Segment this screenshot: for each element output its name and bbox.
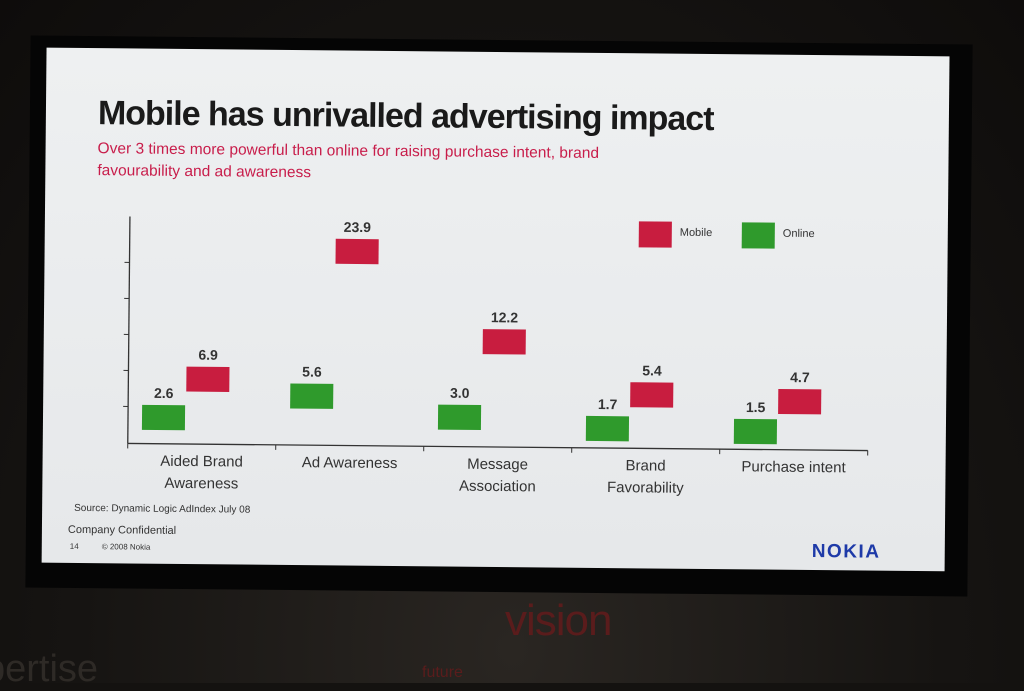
data-label-mobile: 4.7 <box>790 369 810 385</box>
confidential-note: Company Confidential <box>68 524 176 537</box>
bar-mobile <box>778 389 821 414</box>
data-label-online: 2.6 <box>154 385 174 401</box>
bar-mobile <box>186 367 229 392</box>
bar-mobile <box>483 329 526 354</box>
y-axis <box>128 216 130 443</box>
data-label-mobile: 23.9 <box>344 219 372 235</box>
background-word-vision: vision <box>505 596 612 646</box>
bar-chart: 2.6 6.9 Aided Brand Awareness 5.6 23.9 Ad Awar… <box>42 48 950 572</box>
data-label-online: 3.0 <box>450 385 470 401</box>
copyright-note: © 2008 Nokia <box>102 542 151 551</box>
nokia-logo: NOKIA <box>812 541 881 564</box>
category-label: Message <box>467 456 528 474</box>
bar-online <box>734 419 777 444</box>
legend-mobile-swatch <box>639 221 672 247</box>
source-note: Source: Dynamic Logic AdIndex July 08 <box>74 503 250 516</box>
legend-online-swatch <box>742 222 775 248</box>
slide: Mobile has unrivalled advertising impact… <box>42 48 950 572</box>
bar-mobile <box>630 382 673 407</box>
category-label: Aided Brand <box>160 453 243 471</box>
data-label-mobile: 5.4 <box>642 362 662 378</box>
data-label-online: 1.5 <box>746 399 766 415</box>
data-label-online: 1.7 <box>598 396 618 412</box>
category-label: Brand <box>625 457 665 474</box>
legend-mobile-label: Mobile <box>680 227 713 239</box>
category-label: Ad Awareness <box>302 454 398 472</box>
data-label-mobile: 12.2 <box>491 309 519 325</box>
category-label: Favorability <box>607 479 684 497</box>
category-label: Awareness <box>164 475 238 493</box>
bar-online <box>142 405 185 430</box>
bar-mobile <box>335 239 378 264</box>
projection-screen: Mobile has unrivalled advertising impact… <box>25 35 972 596</box>
page-number: 14 <box>70 542 79 551</box>
bar-online <box>438 405 481 430</box>
category-label: Association <box>459 478 536 496</box>
background-word-future: future <box>422 664 463 682</box>
data-label-mobile: 6.9 <box>198 347 218 363</box>
legend-online-label: Online <box>783 228 815 240</box>
bar-online <box>290 383 333 408</box>
bar-online <box>586 416 629 441</box>
data-label-online: 5.6 <box>302 364 322 380</box>
x-axis <box>128 443 868 450</box>
category-label: Purchase intent <box>741 458 846 476</box>
background-word-expertise: pertise <box>0 648 98 691</box>
